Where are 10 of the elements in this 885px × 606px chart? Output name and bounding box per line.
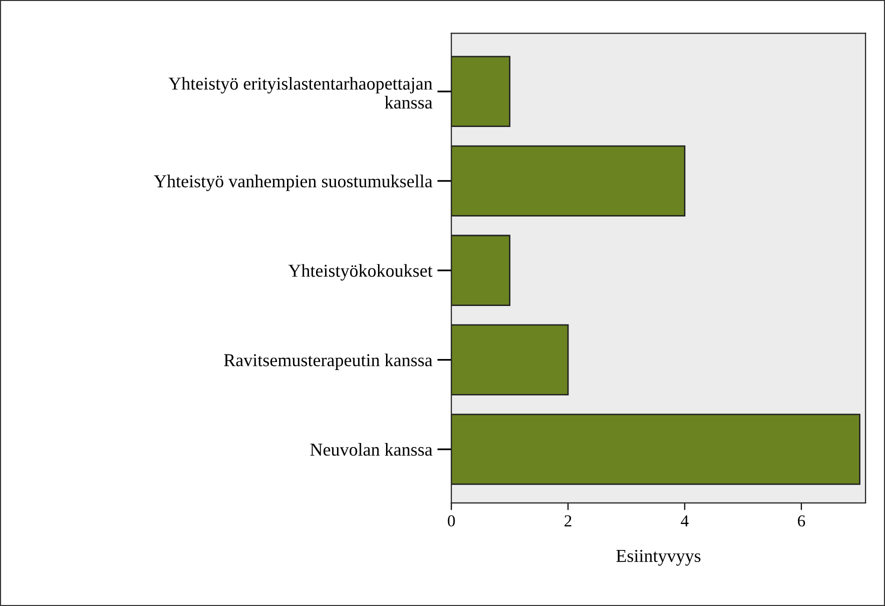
x-tick-label: 2 [564,515,572,526]
y-tick-label: Yhteistyö erityislastentarhaopettajan kanssa [168,77,432,109]
y-tick-label: Yhteistyö vanhempien suostumuksella [154,174,432,192]
y-tick-label: Ravitsemusterapeutin kanssa [224,354,432,370]
y-tick-label: Neuvolan kanssa [310,443,432,456]
x-tick-label: 0 [448,515,455,527]
x-tick-label: 4 [680,515,689,526]
x-axis-title: Esiintyvyys [616,550,700,566]
x-tick-label: 6 [798,515,806,527]
y-tick-label: Yhteistyökokoukset [288,264,432,281]
